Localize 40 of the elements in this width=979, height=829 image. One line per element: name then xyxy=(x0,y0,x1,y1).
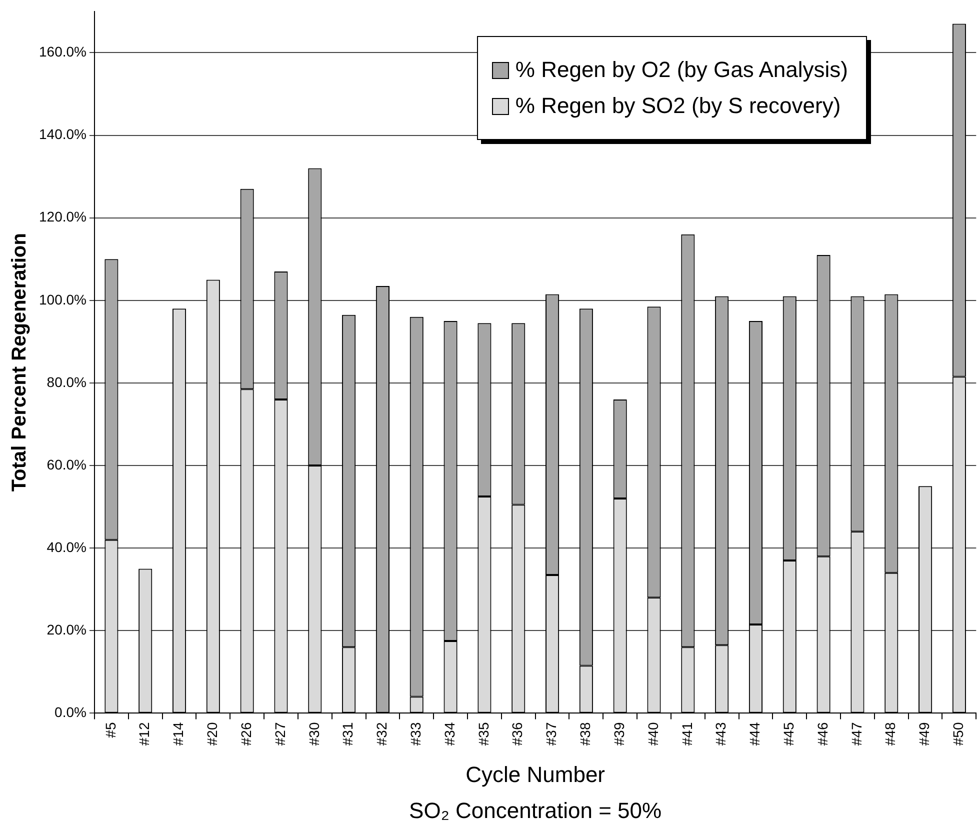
x-tick-label: #46 xyxy=(814,722,830,746)
x-tick-label: #34 xyxy=(441,722,458,746)
x-tick-label: #37 xyxy=(543,722,560,746)
x-tick-label: #36 xyxy=(509,722,526,746)
legend-label: % Regen by O2 (by Gas Analysis) xyxy=(515,57,848,83)
x-tick-label: #33 xyxy=(407,722,424,746)
y-tick-label: 20.0% xyxy=(46,622,86,638)
x-tick-label: #20 xyxy=(204,722,220,746)
y-tick-label: 0.0% xyxy=(54,704,86,720)
x-tick-label: #47 xyxy=(848,722,864,746)
x-tick-label: #12 xyxy=(136,722,152,746)
text: SO₂ Concentration = 50% xyxy=(409,798,662,824)
x-tick-label: #26 xyxy=(238,722,254,746)
legend-label: % Regen by SO2 (by S recovery) xyxy=(515,93,841,119)
x-tick-label: #40 xyxy=(644,722,661,746)
x-tick-label: #31 xyxy=(340,722,356,746)
x-tick-label: #38 xyxy=(577,722,594,746)
x-tick-label: #35 xyxy=(475,722,492,746)
x-tick-label: #50 xyxy=(950,722,966,746)
x-axis-title: Cycle Number xyxy=(466,762,606,787)
x-tick-label: #45 xyxy=(780,722,797,746)
x-tick-label: #27 xyxy=(272,722,288,746)
x-tick-label: #48 xyxy=(882,722,898,746)
y-axis-title: Total Percent Regeneration xyxy=(8,233,31,492)
x-tick-label: #49 xyxy=(916,722,932,746)
y-tick-label: 40.0% xyxy=(46,538,86,555)
x-tick-label: #41 xyxy=(678,722,695,746)
x-tick-label: #14 xyxy=(170,722,186,746)
x-tick-label: #43 xyxy=(712,722,729,746)
y-tick-label: 140.0% xyxy=(39,126,86,142)
x-tick-label: #32 xyxy=(374,722,390,746)
x-tick-label: #30 xyxy=(306,722,322,746)
y-tick-label: 120.0% xyxy=(39,208,86,225)
y-tick-label: 100.0% xyxy=(39,291,86,308)
x-tick-label: #39 xyxy=(610,722,627,746)
x-tick-label: #5 xyxy=(102,722,118,738)
y-tick-label: 160.0% xyxy=(39,44,86,60)
x-tick-label: #44 xyxy=(746,722,763,746)
y-tick-label: 80.0% xyxy=(46,374,86,390)
y-tick-label: 60.0% xyxy=(46,456,86,472)
